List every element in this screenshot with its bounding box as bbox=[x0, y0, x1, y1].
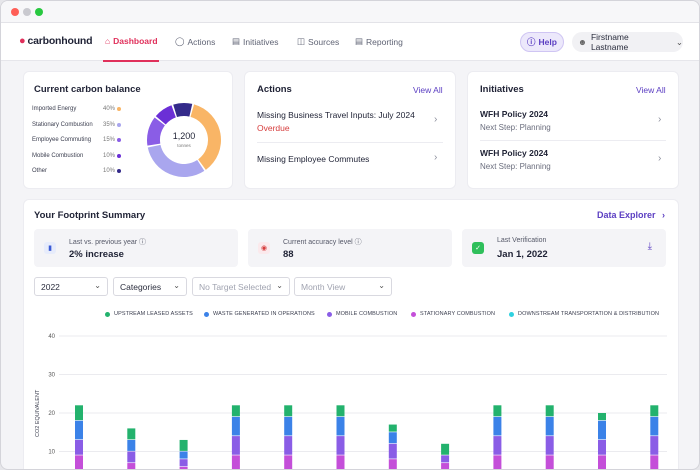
donut-slice[interactable] bbox=[155, 105, 176, 125]
info-icon[interactable]: ⓘ bbox=[354, 239, 362, 246]
chevron-down-icon: ⌄ bbox=[675, 36, 683, 47]
book-icon: ▤ bbox=[232, 36, 241, 46]
home-icon: ⌂ bbox=[105, 36, 111, 46]
donut-unit: tonnes bbox=[177, 143, 191, 148]
chart-legend-item: DOWNSTREAM TRANSPORTATION & DISTRIBUTION bbox=[509, 311, 659, 317]
carbon-balance-card: Current carbon balance Imported Energy 40… bbox=[23, 71, 233, 189]
user-menu[interactable]: ☻ Firstname Lastname ⌄ bbox=[572, 32, 683, 52]
nav-dashboard[interactable]: ⌂ Dashboard bbox=[105, 36, 158, 46]
actions-view-all-link[interactable]: View All bbox=[413, 85, 443, 95]
footprint-title: Your Footprint Summary bbox=[34, 210, 146, 221]
stat-yoy: ▮ Last vs. previous year ⓘ 2% increase bbox=[34, 229, 238, 267]
legend-row: Mobile Combustion 10% bbox=[32, 153, 122, 159]
top-navbar: ● carbonhound ⌂ Dashboard ◯ Actions ▤ Ini… bbox=[1, 23, 699, 62]
initiatives-title: Initiatives bbox=[480, 84, 524, 95]
data-explorer-link[interactable]: Data Explorer › bbox=[597, 210, 666, 220]
legend-dot bbox=[117, 107, 121, 111]
nav-reporting[interactable]: ▤ Reporting bbox=[355, 36, 403, 47]
stat-accuracy: ◉ Current accuracy level ⓘ 88 bbox=[248, 229, 452, 267]
minimize-dot[interactable] bbox=[23, 8, 31, 16]
legend-dot bbox=[327, 311, 332, 317]
nav-actions[interactable]: ◯ Actions bbox=[175, 36, 216, 47]
chart-legend-item: WASTE GENERATED IN OPERATIONS bbox=[204, 311, 315, 317]
legend-dot bbox=[509, 311, 514, 317]
chart-legend-item: STATIONARY COMBUSTION bbox=[411, 311, 495, 317]
legend-row: Stationary Combustion 35% bbox=[32, 122, 122, 128]
check-icon: ✓ bbox=[472, 242, 484, 254]
active-tab-indicator bbox=[103, 60, 159, 62]
legend-dot bbox=[411, 311, 416, 317]
help-button[interactable]: ⓘ Help bbox=[520, 32, 564, 52]
chevron-right-icon: › bbox=[662, 210, 666, 220]
chevron-down-icon: ⌄ bbox=[173, 281, 180, 290]
categories-select[interactable]: Categories ⌄ bbox=[113, 277, 187, 296]
legend-row: Imported Energy 40% bbox=[32, 106, 122, 112]
chart-legend-item: UPSTREAM LEASED ASSETS bbox=[105, 311, 193, 317]
info-icon[interactable]: ⓘ bbox=[139, 239, 147, 246]
info-icon: ⓘ bbox=[527, 37, 536, 47]
view-select[interactable]: Month View ⌄ bbox=[294, 277, 392, 296]
user-icon: ☻ bbox=[578, 37, 587, 47]
donut-slice[interactable] bbox=[147, 144, 205, 177]
actions-card: Actions View All Missing Business Travel… bbox=[244, 71, 456, 189]
title-bar bbox=[1, 1, 699, 23]
paw-icon: ● bbox=[19, 35, 26, 47]
chevron-right-icon: › bbox=[658, 153, 662, 164]
stat-verification: ✓ Last Verification Jan 1, 2022 ⤓ bbox=[462, 229, 666, 267]
chevron-right-icon: › bbox=[434, 114, 438, 125]
legend-dot bbox=[105, 311, 110, 317]
target-select[interactable]: No Target Selected ⌄ bbox=[192, 277, 290, 296]
nav-sources[interactable]: ◫ Sources bbox=[297, 36, 340, 47]
bar-chart-icon: ▮ bbox=[44, 242, 56, 254]
carbon-balance-title: Current carbon balance bbox=[34, 84, 141, 95]
initiatives-view-all-link[interactable]: View All bbox=[636, 85, 666, 95]
overdue-status: Overdue bbox=[257, 123, 290, 133]
nav-initiatives[interactable]: ▤ Initiatives bbox=[232, 36, 279, 47]
circle-check-icon: ◯ bbox=[175, 36, 185, 46]
legend-row: Employee Commuting 15% bbox=[32, 137, 122, 143]
legend-dot bbox=[117, 154, 121, 158]
chevron-down-icon: ⌄ bbox=[94, 281, 101, 290]
donut-slice[interactable] bbox=[147, 117, 165, 146]
legend-dot bbox=[117, 123, 121, 127]
actions-title: Actions bbox=[257, 84, 292, 95]
target-icon: ◉ bbox=[258, 242, 270, 254]
divider bbox=[480, 140, 666, 141]
chevron-right-icon: › bbox=[658, 114, 662, 125]
legend-dot bbox=[204, 311, 209, 317]
legend-row: Other 10% bbox=[32, 168, 122, 174]
maximize-dot[interactable] bbox=[35, 8, 43, 16]
donut-slice[interactable] bbox=[173, 103, 193, 118]
donut-slice[interactable] bbox=[190, 104, 221, 170]
chevron-down-icon: ⌄ bbox=[276, 281, 283, 290]
legend-dot bbox=[117, 169, 121, 173]
chevron-right-icon: › bbox=[434, 152, 438, 163]
close-dot[interactable] bbox=[11, 8, 19, 16]
download-icon[interactable]: ⤓ bbox=[647, 241, 652, 252]
chart-legend-item: MOBILE COMBUSTION bbox=[327, 311, 397, 317]
initiatives-card: Initiatives View All WFH Policy 2024 Nex… bbox=[467, 71, 679, 189]
truck-icon: ◫ bbox=[297, 36, 306, 46]
brand-logo[interactable]: ● carbonhound bbox=[19, 35, 93, 47]
divider bbox=[257, 142, 443, 143]
donut-total: 1,200 bbox=[173, 131, 196, 141]
legend-dot bbox=[117, 138, 121, 142]
carbon-donut-chart: 1,200 tonnes bbox=[147, 103, 221, 177]
year-select[interactable]: 2022 ⌄ bbox=[34, 277, 108, 296]
file-icon: ▤ bbox=[355, 36, 364, 46]
chevron-down-icon: ⌄ bbox=[378, 281, 385, 290]
